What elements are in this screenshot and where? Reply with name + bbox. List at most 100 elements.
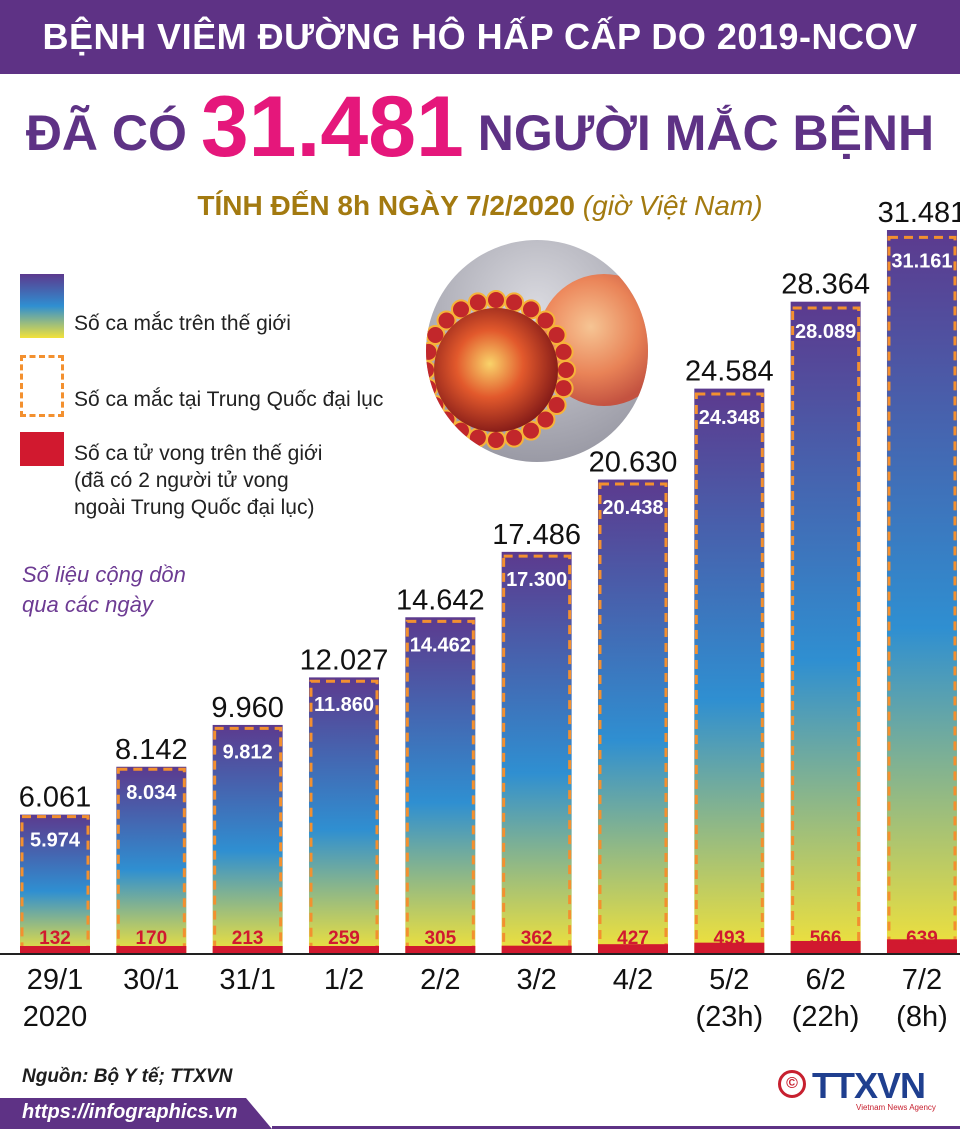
bar-world	[212, 724, 283, 954]
banner-title: BỆNH VIÊM ĐƯỜNG HÔ HẤP CẤP DO 2019-NCOV	[0, 0, 960, 74]
bar-world	[501, 551, 572, 954]
label-world: 31.481	[878, 197, 960, 229]
x-axis-label: 30/1	[101, 962, 201, 999]
x-axis-label-line: (23h)	[695, 1001, 764, 1033]
label-china: 14.462	[410, 634, 471, 656]
ttxvn-logo-text: TTXVN	[812, 1066, 925, 1106]
x-axis-label-line: (22h)	[791, 1001, 860, 1033]
bar-deaths	[501, 945, 572, 954]
label-world: 6.061	[19, 782, 92, 814]
label-world: 12.027	[300, 644, 389, 676]
source-note: Nguồn: Bộ Y tế; TTXVN	[22, 1066, 233, 1087]
virus-spike	[521, 299, 541, 320]
label-deaths: 362	[521, 928, 553, 949]
x-axis-label-line: 3/2	[516, 964, 557, 996]
subtitle: TÍNH ĐẾN 8h NGÀY 7/2/2020 (giờ Việt Nam)	[0, 186, 960, 226]
label-china: 31.161	[891, 250, 952, 272]
cumulative-note: Số liệu cộng dồn qua các ngày	[22, 562, 186, 617]
bar-deaths	[212, 946, 283, 954]
ttxvn-logo-sub: Vietnam News Agency	[856, 1103, 936, 1112]
label-world: 24.584	[685, 356, 774, 388]
legend-swatch-china	[20, 355, 64, 417]
headline: ĐÃ CÓ 31.481 NGƯỜI MẮC BỆNH	[0, 82, 960, 178]
label-world: 20.630	[589, 447, 678, 479]
x-axis-label-line: 4/2	[612, 964, 654, 996]
label-deaths: 132	[39, 928, 71, 949]
x-axis-label: 7/2 (8h)	[872, 962, 960, 1036]
bar-world	[116, 766, 187, 954]
label-china: 20.438	[602, 497, 663, 519]
headline-prefix: ĐÃ CÓ	[25, 105, 187, 161]
label-deaths: 427	[617, 928, 649, 949]
label-china: 17.300	[506, 569, 567, 591]
label-world: 14.642	[396, 584, 485, 616]
coronavirus-image	[426, 240, 648, 462]
bar-world	[694, 388, 765, 954]
x-axis-label: 4/2	[583, 962, 683, 999]
ttxvn-logo: TTXVN Vietnam News Agency	[812, 1066, 936, 1112]
x-axis-label-line: 31/1	[219, 964, 276, 996]
bar-world	[405, 617, 476, 954]
label-china: 8.034	[126, 782, 177, 804]
bar-china	[116, 767, 186, 955]
label-china: 11.860	[314, 694, 374, 716]
x-axis-label: 3/2	[487, 962, 587, 999]
bar-china	[694, 392, 764, 955]
bar-world	[886, 230, 957, 954]
label-deaths: 213	[232, 928, 264, 949]
bar-china	[309, 679, 379, 955]
copyright-icon: ©	[778, 1070, 806, 1098]
virus-spike	[546, 395, 567, 415]
x-axis-label-line: 7/2	[901, 964, 943, 996]
x-axis-label: 31/1	[198, 962, 298, 999]
virus-spike	[521, 420, 541, 441]
label-deaths: 259	[328, 928, 360, 949]
label-china: 9.812	[223, 741, 273, 763]
x-axis-label: 6/2 (22h)	[776, 962, 876, 1036]
subtitle-date: TÍNH ĐẾN 8h NGÀY 7/2/2020	[197, 190, 576, 221]
subtitle-timezone: (giờ Việt Nam)	[582, 190, 763, 221]
label-china: 5.974	[30, 830, 81, 852]
bar-deaths	[116, 946, 187, 954]
x-axis-label-line: 29/1	[26, 964, 84, 996]
x-axis-label-line: 1/2	[323, 964, 365, 996]
legend-label-china: Số ca mắc tại Trung Quốc đại lục	[74, 388, 384, 411]
headline-number: 31.481	[200, 79, 464, 175]
x-axis-label: 5/2 (23h)	[679, 962, 779, 1036]
x-axis-label-line: 2/2	[420, 964, 461, 996]
bar-china	[405, 619, 475, 955]
virus-spike	[546, 325, 567, 345]
legend-deaths-note-line2: ngoài Trung Quốc đại lục)	[74, 496, 315, 519]
label-world: 17.486	[492, 519, 581, 551]
x-axis-label: 1/2	[294, 962, 394, 999]
x-axis-label: 2/2	[390, 962, 490, 999]
virus-spike	[426, 325, 446, 345]
legend-swatch-deaths	[20, 432, 64, 466]
bar-deaths	[405, 946, 476, 954]
bar-deaths	[790, 940, 861, 954]
legend-label-world: Số ca mắc trên thế giới	[74, 312, 291, 335]
label-deaths: 305	[424, 928, 456, 949]
bar-world	[20, 814, 90, 954]
bar-world	[790, 301, 861, 954]
x-axis-label-line: 5/2	[709, 964, 750, 996]
x-axis-label-line: 30/1	[123, 964, 180, 996]
label-china: 28.089	[795, 321, 856, 343]
headline-suffix: NGƯỜI MẮC BỆNH	[477, 105, 935, 161]
virus-spike	[535, 409, 556, 430]
x-axis-label-line: 6/2	[805, 964, 846, 996]
virus-spike	[436, 310, 457, 331]
label-deaths: 639	[906, 928, 938, 949]
bar-deaths	[886, 939, 957, 954]
x-axis-label-line: 2020	[22, 1001, 88, 1033]
legend-swatch-world	[20, 274, 64, 338]
bar-deaths	[20, 946, 90, 954]
footer-url-link[interactable]: https://infographics.vn	[22, 1101, 238, 1123]
x-axis-label-line: (8h)	[896, 1001, 948, 1033]
x-axis-label: 29/1 2020	[5, 962, 105, 1036]
label-world: 8.142	[115, 734, 188, 766]
label-china: 24.348	[699, 407, 760, 429]
label-deaths: 493	[713, 928, 745, 949]
bar-deaths	[308, 946, 379, 954]
